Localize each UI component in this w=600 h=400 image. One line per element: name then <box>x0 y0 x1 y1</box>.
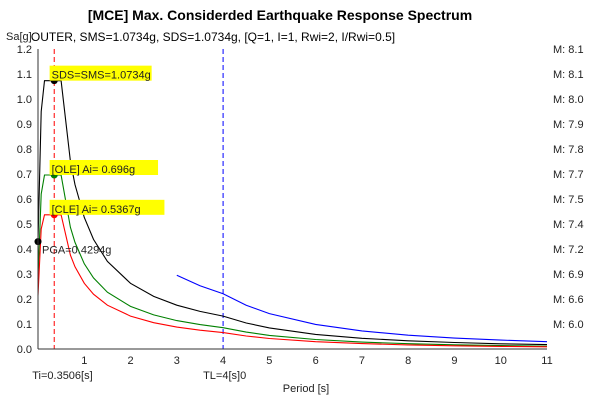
y-axis-label: Sa[g] <box>6 31 32 43</box>
annotation-highlight <box>49 160 159 175</box>
annotation-label: [CLE] Ai= 0.5367g <box>52 204 141 216</box>
x-tick-label: 5 <box>266 355 272 367</box>
x-axis-label: Period [s] <box>283 383 329 395</box>
y-tick-label: 1.1 <box>17 69 32 81</box>
annotation-highlight <box>49 199 165 215</box>
annotation-highlight <box>49 65 152 81</box>
x-tick-label: 11 <box>541 355 552 367</box>
right-magnitude-label: M: 7.7 <box>553 169 584 181</box>
y-tick-label: 0.8 <box>17 144 32 156</box>
x-tick-label: 6 <box>313 355 319 367</box>
reference-line-label: Ti=0.3506[s] <box>32 370 92 382</box>
x-tick-label: 3 <box>174 355 180 367</box>
y-tick-label: 1.2 <box>17 44 32 56</box>
chart-subtitle: OUTER, SMS=1.0734g, SDS=1.0734g, [Q=1, I… <box>31 30 395 44</box>
x-tick-label: 8 <box>405 355 411 367</box>
right-magnitude-label: M: 6.0 <box>553 319 584 331</box>
y-tick-label: 0.5 <box>17 219 32 231</box>
y-tick-label: 0.2 <box>17 294 32 306</box>
right-magnitude-label: M: 7.8 <box>553 144 584 156</box>
annotation-label: SDS=SMS=1.0734g <box>52 70 151 82</box>
spectrum-line <box>176 274 548 343</box>
right-magnitude-label: M: 8.1 <box>553 44 584 56</box>
y-tick-label: 0.0 <box>17 344 32 356</box>
right-magnitude-label: M: 8.1 <box>553 69 584 81</box>
right-magnitude-label: M: 8.0 <box>553 94 584 106</box>
x-tick-label: 4 <box>220 355 226 367</box>
spectrum-line <box>37 80 548 346</box>
right-magnitude-label: M: 7.4 <box>553 219 584 231</box>
y-tick-label: 0.1 <box>17 319 32 331</box>
right-magnitude-label: M: 7.9 <box>553 119 584 131</box>
x-tick-label: 10 <box>495 355 507 367</box>
right-magnitude-label: M: 7.5 <box>553 194 584 206</box>
annotation-label: PGA=0.4294g <box>42 245 111 257</box>
y-tick-label: 0.6 <box>17 194 32 206</box>
annotation-label: [OLE] Ai= 0.696g <box>52 164 135 176</box>
x-tick-label: 7 <box>359 355 365 367</box>
right-magnitude-label: M: 6.9 <box>553 269 584 281</box>
x-tick-label: 2 <box>127 355 133 367</box>
y-tick-label: 0.4 <box>17 244 32 256</box>
chart-title: [MCE] Max. Considerded Earthquake Respon… <box>88 7 472 23</box>
y-tick-label: 1.0 <box>17 94 32 106</box>
right-magnitude-label: M: 6.6 <box>553 294 584 306</box>
y-tick-label: 0.3 <box>17 269 32 281</box>
y-tick-label: 0.9 <box>17 119 32 131</box>
x-tick-label: 1 <box>81 355 87 367</box>
spectrum-line <box>37 214 548 348</box>
right-magnitude-label: M: 7.2 <box>553 244 584 256</box>
y-tick-label: 0.7 <box>17 169 32 181</box>
reference-line-label: TL=4[s]0 <box>203 370 246 382</box>
x-tick-label: 9 <box>451 355 457 367</box>
